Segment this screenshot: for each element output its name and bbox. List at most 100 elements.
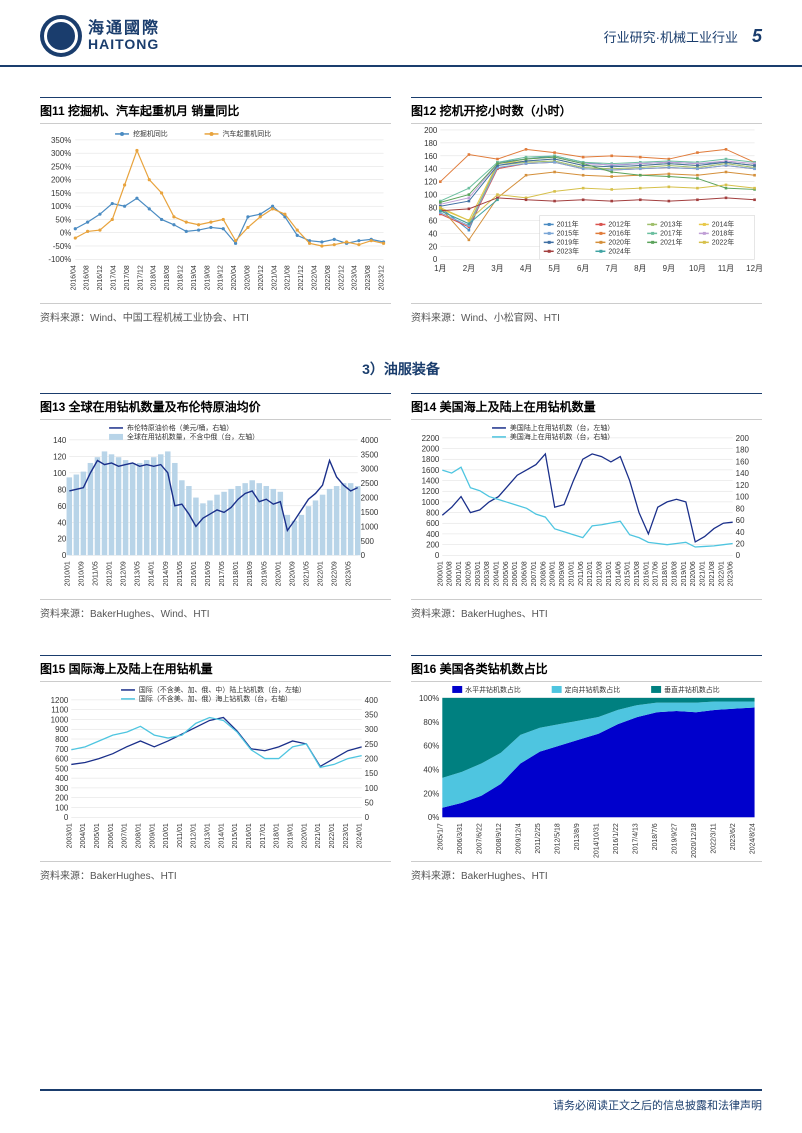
svg-text:2020/06: 2020/06 <box>690 561 697 586</box>
svg-text:300%: 300% <box>51 149 71 158</box>
page-header: 海通國際 HAITONG 行业研究·机械工业行业 5 <box>0 0 802 67</box>
chart-14-source: 资料来源：BakerHughes、HTI <box>411 600 762 625</box>
svg-text:2021/08: 2021/08 <box>285 265 292 290</box>
svg-text:2015/08: 2015/08 <box>634 561 641 586</box>
svg-text:1100: 1100 <box>51 706 69 715</box>
svg-text:2005/1/7: 2005/1/7 <box>437 823 444 850</box>
chart-16: 0%20%40%60%80%100%水平井钻机数占比定向井钻机数占比垂直井钻机数… <box>411 682 762 862</box>
chart-15-title: 图15 国际海上及陆上在用钻机量 <box>40 655 391 682</box>
svg-text:2014/01: 2014/01 <box>218 823 225 848</box>
svg-text:120: 120 <box>424 178 438 187</box>
svg-text:2021/08: 2021/08 <box>709 561 716 586</box>
chart-16-title: 图16 美国各类钻机数占比 <box>411 655 762 682</box>
svg-text:2012/09: 2012/09 <box>121 561 128 586</box>
svg-text:600: 600 <box>426 519 440 528</box>
svg-text:2021/12: 2021/12 <box>298 265 305 290</box>
svg-text:2022/01: 2022/01 <box>318 561 325 586</box>
svg-text:0: 0 <box>736 551 741 560</box>
svg-text:120: 120 <box>53 452 67 461</box>
logo-block: 海通國際 HAITONG <box>40 15 160 57</box>
svg-text:2019/01: 2019/01 <box>288 823 295 848</box>
svg-text:2008/9/12: 2008/9/12 <box>496 823 503 854</box>
svg-text:2023/01: 2023/01 <box>343 823 350 848</box>
svg-text:2021/01: 2021/01 <box>700 561 707 586</box>
svg-text:2011/06: 2011/06 <box>578 561 585 586</box>
svg-text:2022/12: 2022/12 <box>338 265 345 290</box>
svg-text:7月: 7月 <box>606 264 618 273</box>
svg-text:2016/09: 2016/09 <box>205 561 212 586</box>
svg-text:50: 50 <box>365 799 374 808</box>
svg-text:2018/08: 2018/08 <box>164 265 171 290</box>
svg-text:5月: 5月 <box>548 264 560 273</box>
svg-text:2020/01: 2020/01 <box>301 823 308 848</box>
svg-text:6月: 6月 <box>577 264 589 273</box>
svg-text:-100%: -100% <box>48 255 71 264</box>
svg-text:美国海上在用钻机数（台，右轴）: 美国海上在用钻机数（台，右轴） <box>510 432 614 441</box>
svg-text:1400: 1400 <box>422 477 440 486</box>
svg-text:2017/06: 2017/06 <box>653 561 660 586</box>
svg-text:4000: 4000 <box>361 436 379 445</box>
svg-text:1800: 1800 <box>422 455 440 464</box>
svg-text:2020/12/18: 2020/12/18 <box>691 823 698 858</box>
svg-text:2017/01: 2017/01 <box>260 823 267 848</box>
svg-text:60: 60 <box>57 502 66 511</box>
svg-text:2023/12: 2023/12 <box>379 265 386 290</box>
svg-text:2019/08: 2019/08 <box>204 265 211 290</box>
svg-text:1200: 1200 <box>51 696 69 705</box>
svg-text:国际（不含美、加、俄、中）陆上钻机数（台，左轴）: 国际（不含美、加、俄、中）陆上钻机数（台，左轴） <box>139 685 306 694</box>
svg-text:1500: 1500 <box>361 508 379 517</box>
svg-text:3500: 3500 <box>361 450 379 459</box>
svg-text:垂直井钻机数占比: 垂直井钻机数占比 <box>664 685 720 694</box>
svg-text:150: 150 <box>365 769 379 778</box>
footer-text: 请务必阅读正文之后的信息披露和法律声明 <box>553 1100 762 1112</box>
svg-text:80%: 80% <box>423 718 439 727</box>
svg-text:2月: 2月 <box>463 264 475 273</box>
svg-text:1000: 1000 <box>361 522 379 531</box>
svg-text:100: 100 <box>424 191 438 200</box>
svg-text:2017/04: 2017/04 <box>110 265 117 290</box>
logo-en: HAITONG <box>88 37 160 51</box>
svg-text:2016/04: 2016/04 <box>70 265 77 290</box>
svg-text:500: 500 <box>361 537 375 546</box>
chart-row-2: 图13 全球在用钻机数量及布伦特原油均价 0204060801001201400… <box>40 393 762 625</box>
svg-text:2003/01: 2003/01 <box>66 823 73 848</box>
svg-text:500: 500 <box>55 764 69 773</box>
svg-text:2009/01: 2009/01 <box>149 823 156 848</box>
svg-text:40: 40 <box>57 518 66 527</box>
svg-text:2011/01: 2011/01 <box>177 823 184 848</box>
svg-text:国际（不含美、加、俄）海上钻机数（台，右轴）: 国际（不含美、加、俄）海上钻机数（台，右轴） <box>139 694 292 703</box>
svg-text:2022/04: 2022/04 <box>312 265 319 290</box>
svg-text:2007/01: 2007/01 <box>122 823 129 848</box>
logo-cn: 海通國際 <box>88 21 160 37</box>
svg-text:2003/08: 2003/08 <box>484 561 491 586</box>
svg-text:2017/08: 2017/08 <box>124 265 131 290</box>
svg-text:180: 180 <box>736 446 750 455</box>
svg-text:0: 0 <box>433 255 438 264</box>
svg-text:900: 900 <box>55 725 69 734</box>
svg-text:60: 60 <box>736 516 745 525</box>
svg-text:2022年: 2022年 <box>712 237 734 246</box>
svg-text:180: 180 <box>424 139 438 148</box>
svg-text:2019/04: 2019/04 <box>191 265 198 290</box>
svg-text:-50%: -50% <box>53 242 72 251</box>
svg-text:2010/01: 2010/01 <box>64 561 71 586</box>
svg-text:10月: 10月 <box>689 264 706 273</box>
svg-text:80: 80 <box>736 504 745 513</box>
svg-text:2013/01: 2013/01 <box>606 561 613 586</box>
svg-text:2015/01: 2015/01 <box>625 561 632 586</box>
svg-text:2020/04: 2020/04 <box>231 265 238 290</box>
svg-text:2007/01: 2007/01 <box>531 561 538 586</box>
svg-text:2022/01: 2022/01 <box>329 823 336 848</box>
svg-text:2018/7/6: 2018/7/6 <box>652 823 659 850</box>
logo-icon <box>40 15 82 57</box>
chart-14-title: 图14 美国海上及陆上在用钻机数量 <box>411 393 762 420</box>
svg-text:2008/01: 2008/01 <box>135 823 142 848</box>
svg-text:2200: 2200 <box>422 434 440 443</box>
svg-text:0%: 0% <box>428 813 439 822</box>
svg-text:1600: 1600 <box>422 466 440 475</box>
svg-text:0: 0 <box>435 551 440 560</box>
svg-text:2023/05: 2023/05 <box>346 561 353 586</box>
chart-16-col: 图16 美国各类钻机数占比 0%20%40%60%80%100%水平井钻机数占比… <box>411 655 762 887</box>
svg-text:2010/01: 2010/01 <box>568 561 575 586</box>
svg-text:200: 200 <box>424 126 438 135</box>
